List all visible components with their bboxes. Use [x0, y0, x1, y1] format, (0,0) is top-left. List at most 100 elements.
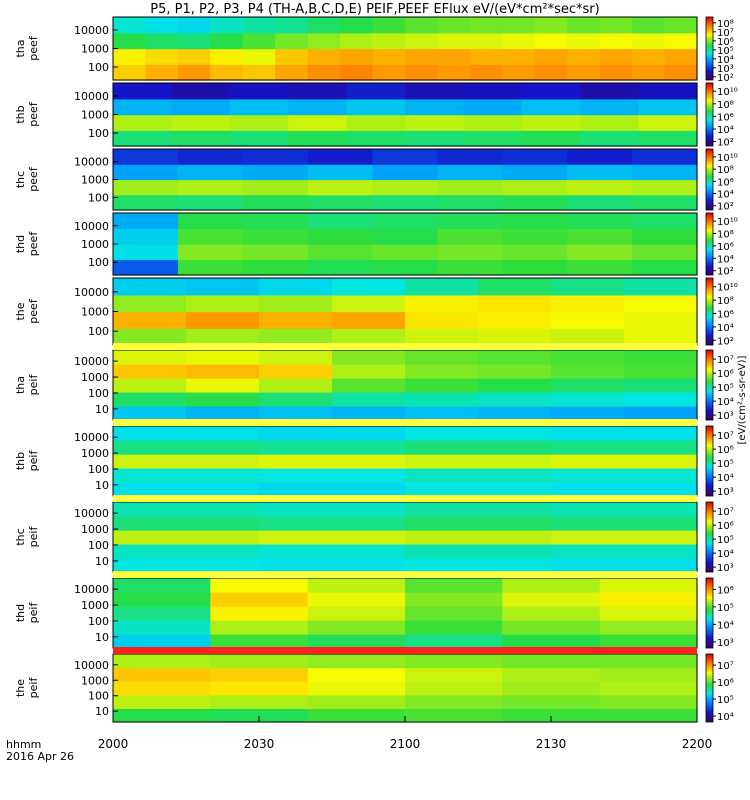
heatmap-cell [405, 440, 552, 455]
heatmap-cell [346, 98, 406, 116]
heatmap-cell [502, 681, 601, 696]
heatmap-cell [332, 294, 406, 313]
colorbar-tick-label: 10⁵ [717, 383, 734, 394]
heatmap-cell [145, 64, 179, 81]
heatmap-cell [551, 278, 625, 296]
heatmap-cell [259, 544, 406, 559]
heatmap-cell [502, 259, 568, 276]
heatmap-cell [307, 244, 374, 261]
heatmap-cell [551, 350, 625, 365]
heatmap-cell [259, 278, 333, 296]
panel-the-peef: 100 1000 10000 the peef 10² 10⁴ 10⁶ 10⁸ 10¹⁰ [14, 277, 738, 347]
heatmap-cell [186, 392, 260, 407]
heatmap-cell [502, 164, 568, 181]
heatmap-cell [113, 482, 260, 497]
heatmap-cell [113, 681, 211, 696]
heatmap-cell [502, 634, 601, 649]
y-tick-label: 10 [95, 555, 109, 568]
heatmap-cell [599, 17, 633, 34]
heatmap-cell [599, 32, 633, 50]
heatmap-cell [405, 502, 552, 517]
heatmap-cell [177, 64, 211, 81]
heatmap-cell [372, 48, 406, 65]
heatmap-cell [242, 149, 309, 165]
heatmap-cell [437, 179, 503, 196]
heatmap-cell [405, 681, 503, 696]
heatmap-cell [113, 83, 172, 100]
heatmap-cell [242, 259, 309, 276]
panel-probe-label: tha [14, 376, 27, 394]
colorbar-tick-label: 10⁷ [717, 661, 734, 672]
heatmap-cell [405, 558, 552, 573]
heatmap-cell [242, 213, 309, 230]
heatmap-cell [469, 32, 503, 50]
panel-product-label: peif [27, 450, 40, 472]
panel-separator-bar [113, 343, 697, 350]
heatmap-cell [113, 278, 187, 296]
heatmap-cell [502, 606, 601, 621]
heatmap-cell [210, 667, 309, 682]
heatmap-cell [632, 194, 698, 211]
y-tick-label: 100 [88, 61, 109, 74]
heatmap-cell [372, 149, 439, 165]
y-tick-label: 1000 [81, 599, 109, 612]
heatmap-cell [372, 228, 439, 245]
x-tick-label: 2030 [244, 737, 275, 751]
y-tick-label: 1000 [81, 109, 109, 122]
heatmap-cell [332, 378, 406, 393]
y-tick-label: 10 [95, 403, 109, 416]
heatmap-cell [632, 48, 666, 65]
heatmap-cell [113, 32, 146, 50]
panel-product-label: peif [27, 526, 40, 548]
heatmap-cell [113, 654, 211, 669]
panel-probe-label: the [14, 679, 27, 697]
panel-separator-bar [113, 571, 697, 578]
heatmap-cell [113, 558, 260, 573]
heatmap-cell [502, 32, 536, 50]
heatmap-cell [567, 228, 633, 245]
heatmap-cell [210, 578, 309, 593]
heatmap-cell [478, 328, 552, 346]
heatmap-cell [307, 681, 406, 696]
heatmap-cell [624, 406, 698, 421]
heatmap-cell [113, 259, 179, 276]
panel-product-label: peef [27, 101, 40, 127]
heatmap-cell [405, 64, 438, 81]
heatmap-cell [405, 620, 503, 635]
colorbar-tick-label: 10¹⁰ [717, 153, 738, 164]
heatmap-cell [210, 592, 309, 607]
heatmap-cell [307, 708, 406, 723]
heatmap-cell [502, 667, 601, 682]
heatmap-cell [551, 294, 625, 313]
heatmap-cell [177, 228, 244, 245]
heatmap-cell [242, 164, 309, 181]
heatmap-cell [405, 634, 503, 649]
panel-product-label: peif [27, 374, 40, 396]
heatmap-cell [437, 244, 503, 261]
heatmap-cell [259, 530, 406, 545]
heatmap-cell [599, 681, 698, 696]
heatmap-cell [502, 17, 536, 34]
panel-probe-label: the [14, 302, 27, 320]
heatmap-cell [113, 213, 179, 230]
heatmap-cell [405, 606, 503, 621]
heatmap-cell [405, 578, 503, 593]
heatmap-cell [113, 17, 146, 34]
panel-tha-peif: 10 100 1000 10000 tha peif 10³ 10⁴ 10⁵ 10⁶ 10⁷ [14, 349, 734, 422]
heatmap-cell [502, 179, 568, 196]
heatmap-cell [478, 350, 552, 365]
heatmap-cell [551, 558, 698, 573]
heatmap-cell [113, 328, 187, 346]
heatmap-cell [624, 350, 698, 365]
heatmap-cell [567, 179, 633, 196]
heatmap-cell [186, 294, 260, 313]
heatmap-cell [113, 98, 172, 116]
heatmap-cell [113, 48, 146, 65]
heatmap-cell [551, 364, 625, 379]
heatmap-cell [346, 130, 406, 147]
colorbar-tick-label: 10⁴ [717, 549, 734, 560]
heatmap-cell [210, 654, 309, 669]
